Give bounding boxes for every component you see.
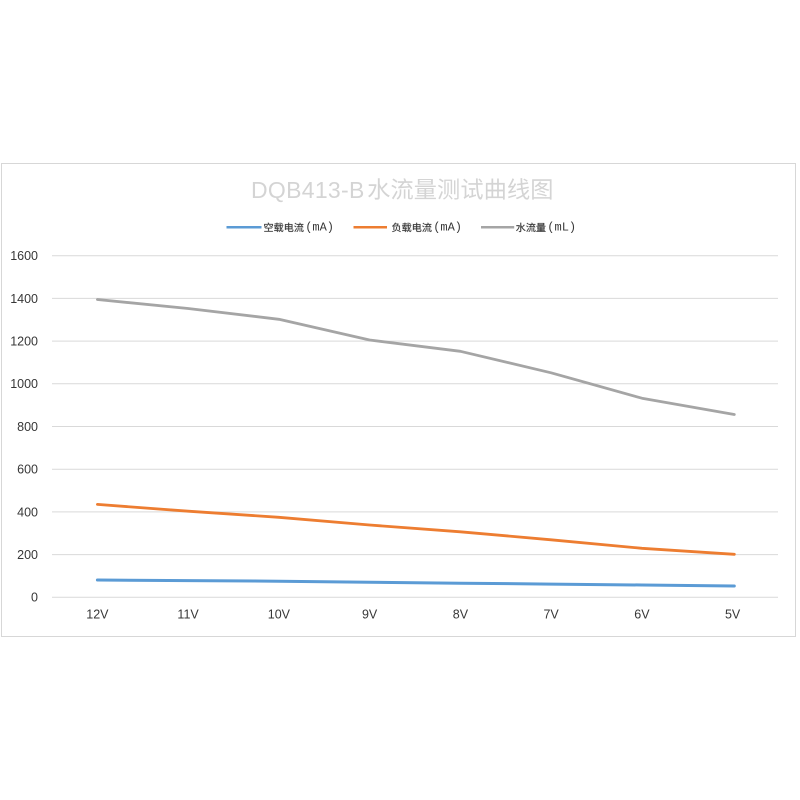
svg-text:800: 800 — [17, 420, 38, 434]
svg-text:7V: 7V — [543, 607, 559, 621]
svg-text:8V: 8V — [453, 607, 469, 621]
svg-text:12V: 12V — [86, 607, 109, 621]
svg-text:DQB413-B: DQB413-B — [251, 177, 365, 203]
svg-text:200: 200 — [17, 548, 38, 562]
svg-text:5V: 5V — [725, 607, 741, 621]
svg-text:6V: 6V — [634, 607, 650, 621]
svg-text:11V: 11V — [177, 607, 199, 621]
svg-text:0: 0 — [31, 591, 38, 605]
svg-text:10V: 10V — [268, 607, 291, 621]
svg-text:600: 600 — [17, 463, 38, 477]
svg-text:1600: 1600 — [10, 249, 38, 263]
svg-text:(mA): (mA) — [305, 221, 334, 235]
svg-text:1000: 1000 — [10, 377, 38, 391]
svg-text:9V: 9V — [362, 607, 378, 621]
svg-text:(mL): (mL) — [547, 221, 576, 235]
svg-text:(mA): (mA) — [433, 221, 462, 235]
svg-text:1200: 1200 — [10, 335, 38, 349]
svg-text:1400: 1400 — [10, 292, 38, 306]
svg-text:400: 400 — [17, 505, 38, 519]
